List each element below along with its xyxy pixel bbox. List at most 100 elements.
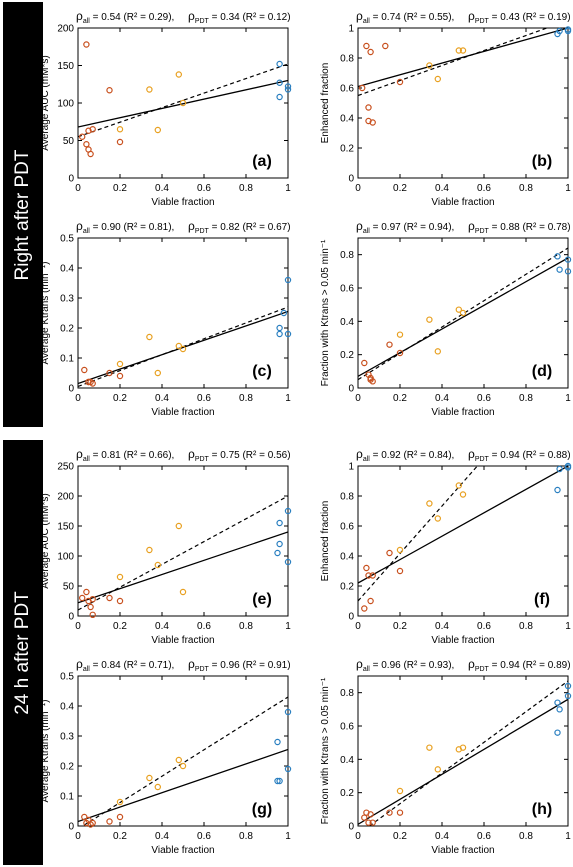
x-tick-label: 0.4 xyxy=(155,621,169,632)
fit-line-pdt xyxy=(358,466,479,602)
data-point xyxy=(154,561,161,569)
data-point xyxy=(276,324,283,332)
stats-all: ρall = 0.54 (R² = 0.29), xyxy=(76,9,174,25)
chart-panel: 0 0.2 0.4 0.6 0.8 1 0 50 100 150 200 Viable fractio… xyxy=(40,9,291,208)
x-tick-label: 0.8 xyxy=(239,831,253,842)
data-point xyxy=(564,462,572,470)
data-point xyxy=(276,777,283,785)
stats-all: ρall = 0.90 (R² = 0.81), xyxy=(76,219,174,235)
data-point xyxy=(426,316,433,323)
fit-line-all xyxy=(78,79,288,128)
x-tick-label: 0.8 xyxy=(519,393,533,404)
y-tick-label: 0.6 xyxy=(340,84,354,95)
data-point xyxy=(564,256,572,263)
data-point xyxy=(276,60,283,68)
x-tick-label: 0.8 xyxy=(239,621,253,632)
y-axis-label: Average Ktrans (min⁻¹) xyxy=(40,700,51,803)
x-axis-label: Viable fraction xyxy=(151,197,214,208)
fit-line-pdt xyxy=(78,63,288,138)
data-point xyxy=(554,253,561,260)
y-tick-label: 0 xyxy=(68,822,74,833)
stats-pdt: ρPDT = 0.34 (R² = 0.12) xyxy=(188,9,291,25)
x-axis-label: Viable fraction xyxy=(431,635,494,646)
y-tick-label: 0.1 xyxy=(60,792,74,803)
y-tick-label: 250 xyxy=(57,462,74,473)
data-point xyxy=(564,692,572,700)
x-tick-label: 1 xyxy=(565,621,571,632)
plot-frame xyxy=(357,465,569,617)
y-tick-label: 0 xyxy=(348,822,354,833)
y-axis-label: Average Ktrans (min⁻¹) xyxy=(40,262,51,365)
x-tick-label: 0 xyxy=(75,393,81,404)
data-point xyxy=(434,75,441,83)
y-tick-label: 0 xyxy=(348,384,354,395)
data-point xyxy=(106,87,113,94)
data-point xyxy=(276,79,283,86)
y-tick-label: 0.5 xyxy=(60,672,74,683)
data-point xyxy=(175,756,182,764)
data-point xyxy=(116,372,124,380)
chart-panel: 0 0.2 0.4 0.6 0.8 1 0 0.2 0.4 0.6 0.8 1 Viable fract… xyxy=(320,9,571,208)
data-point xyxy=(455,482,462,489)
y-axis-label: Fraction with Ktrans > 0.05 min⁻¹ xyxy=(320,239,331,386)
data-point xyxy=(396,349,404,357)
chart-panel: 0 0.2 0.4 0.6 0.8 1 0 50 100 150 200 250 Viable frac… xyxy=(40,447,291,646)
y-tick-label: 0.2 xyxy=(340,582,354,593)
x-tick-label: 0.6 xyxy=(477,831,491,842)
data-point xyxy=(365,104,372,111)
data-point xyxy=(396,809,404,816)
data-point xyxy=(554,486,561,494)
panel-label: (e) xyxy=(252,591,272,608)
section-banner-right-after: Right after PDT xyxy=(3,2,43,427)
data-point xyxy=(284,708,292,716)
y-tick-label: 0.4 xyxy=(60,264,74,275)
fit-line-all xyxy=(78,310,288,385)
data-point xyxy=(396,331,404,338)
data-point xyxy=(78,594,86,602)
data-point xyxy=(434,348,441,355)
data-point xyxy=(280,309,287,317)
data-point xyxy=(426,744,433,751)
data-point xyxy=(369,819,376,826)
fit-line-pdt xyxy=(78,495,288,611)
data-point xyxy=(89,611,96,619)
y-axis-label: Average AUC (mM*s) xyxy=(40,55,51,150)
data-point xyxy=(89,126,96,133)
data-point xyxy=(154,783,161,791)
y-tick-label: 150 xyxy=(57,61,74,72)
data-point xyxy=(396,567,404,575)
x-tick-label: 0.6 xyxy=(197,183,211,194)
data-point xyxy=(556,27,563,35)
y-tick-label: 0.2 xyxy=(340,144,354,155)
x-tick-label: 0.2 xyxy=(113,831,127,842)
y-tick-label: 0.5 xyxy=(60,234,74,245)
chart-panel: 0 0.2 0.4 0.6 0.8 1 0 0.1 0.2 0.3 0.4 0.5 Viable fra… xyxy=(40,219,291,418)
stats-pdt: ρPDT = 0.82 (R² = 0.67) xyxy=(188,219,291,235)
data-point xyxy=(179,762,187,770)
plot-frame xyxy=(357,675,569,827)
stats-pdt: ρPDT = 0.88 (R² = 0.78) xyxy=(468,219,571,235)
y-tick-label: 0.8 xyxy=(340,688,354,699)
plot-frame xyxy=(77,465,289,617)
fit-line-all xyxy=(78,531,288,604)
y-tick-label: 200 xyxy=(57,492,74,503)
y-tick-label: 0.6 xyxy=(340,722,354,733)
x-tick-label: 0.4 xyxy=(435,831,449,842)
data-point xyxy=(83,141,90,148)
stats-all: ρall = 0.81 (R² = 0.66), xyxy=(76,447,174,463)
x-tick-label: 0.8 xyxy=(519,621,533,632)
x-tick-label: 1 xyxy=(285,831,291,842)
data-point xyxy=(284,83,292,90)
y-tick-label: 0 xyxy=(68,174,74,185)
x-tick-label: 0 xyxy=(355,393,361,404)
x-axis-label: Viable fraction xyxy=(431,197,494,208)
data-point xyxy=(276,540,283,548)
data-point xyxy=(284,330,292,338)
x-tick-label: 0.4 xyxy=(155,183,169,194)
plot-frame xyxy=(357,27,569,179)
x-tick-label: 1 xyxy=(285,621,291,632)
y-tick-label: 0 xyxy=(68,612,74,623)
data-point xyxy=(564,268,572,275)
fit-line-pdt xyxy=(81,696,288,826)
x-tick-label: 0.2 xyxy=(393,393,407,404)
